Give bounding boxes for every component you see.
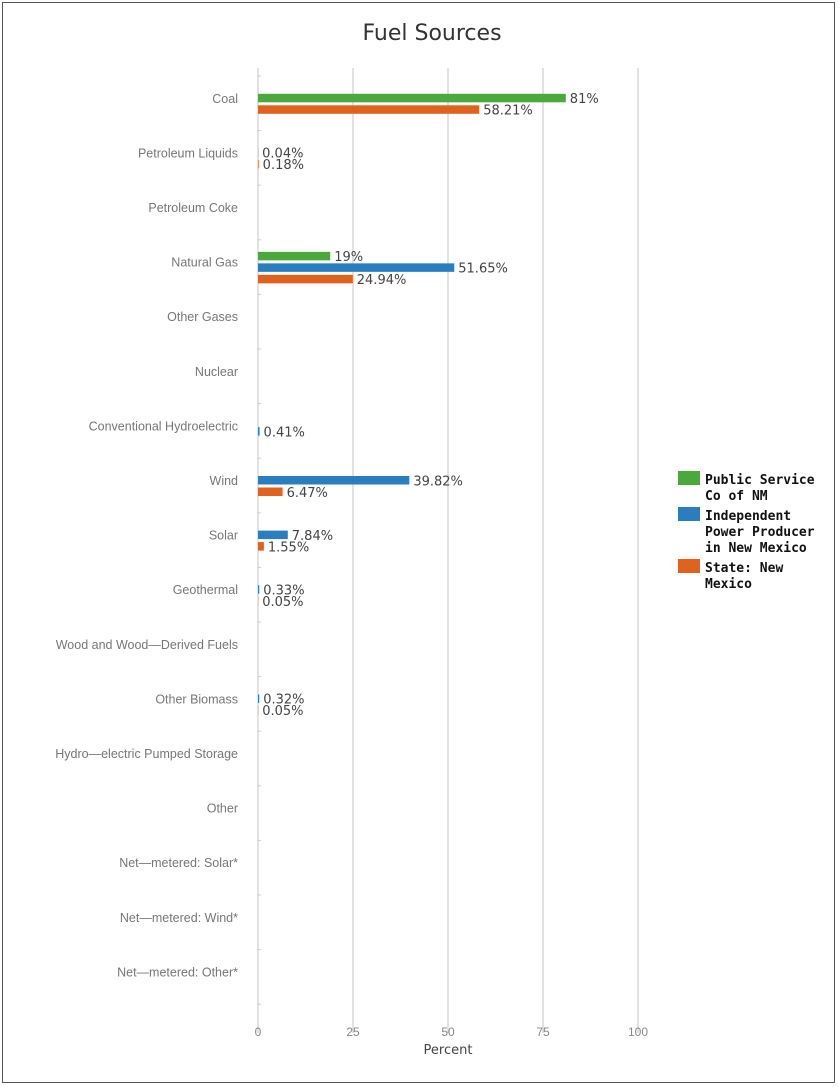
x-axis-title: Percent — [424, 1043, 473, 1058]
x-tick-0: 0 — [255, 1025, 262, 1039]
category-label-other: Other — [207, 802, 238, 816]
bar-geothermal-independent-power-producer-in-new-mexico — [258, 585, 260, 594]
data-label-solar-independent-power-producer-in-new-mexico: 7.84% — [292, 529, 333, 544]
category-label-conventional-hydroelectric: Conventional Hydroelectric — [89, 419, 238, 433]
category-label-geothermal: Geothermal — [173, 583, 238, 597]
category-label-net-metered-solar: Net—metered: Solar* — [119, 856, 238, 870]
category-label-petroleum-liquids: Petroleum Liquids — [138, 146, 238, 160]
chart-title: Fuel Sources — [362, 21, 501, 46]
legend-label-independent-power-producer-in-new-mexico: in New Mexico — [705, 541, 807, 556]
data-label-wind-independent-power-producer-in-new-mexico: 39.82% — [413, 474, 463, 489]
bar-coal-state-new-mexico — [258, 105, 480, 114]
data-label-natural-gas-state-new-mexico: 24.94% — [357, 273, 407, 288]
category-label-petroleum-coke: Petroleum Coke — [148, 201, 238, 215]
bars — [258, 93, 566, 715]
bar-coal-public-service-co-of-nm — [258, 93, 566, 103]
bar-natural-gas-independent-power-producer-in-new-mexico — [258, 263, 455, 272]
category-label-other-biomass: Other Biomass — [155, 692, 238, 706]
bar-solar-independent-power-producer-in-new-mexico — [258, 530, 288, 540]
category-label-nuclear: Nuclear — [195, 365, 238, 379]
category-label-wind: Wind — [210, 474, 239, 488]
legend-label-public-service-co-of-nm: Public Service — [705, 473, 815, 488]
legend-label-public-service-co-of-nm: Co of NM — [705, 489, 768, 504]
bar-solar-state-new-mexico — [258, 542, 264, 551]
data-labels: 81% 58.21% 0.04%0.18% 19% 51.65% 24.94% 0.41% 3… — [262, 92, 599, 719]
bar-conventional-hydroelectric-independent-power-producer-in-new-mexico — [258, 427, 260, 436]
legend-swatch-public-service-co-of-nm — [678, 471, 700, 485]
legend-label-independent-power-producer-in-new-mexico: Power Producer — [705, 525, 815, 540]
x-tick-labels: 0 25 50 75 100 — [255, 1025, 649, 1039]
bar-other-biomass-independent-power-producer-in-new-mexico — [258, 694, 260, 703]
data-label-geothermal-independent-power-producer-in-new-mexico: 0.33% — [263, 583, 304, 598]
data-label-coal-state-new-mexico: 58.21% — [483, 104, 533, 119]
category-label-wood-and-wood-derived-fuels: Wood and Wood—Derived Fuels — [56, 638, 238, 652]
category-label-solar: Solar — [209, 529, 238, 543]
data-label-natural-gas-independent-power-producer-in-new-mexico: 51.65% — [458, 262, 508, 277]
category-label-coal: Coal — [212, 92, 238, 106]
bar-natural-gas-state-new-mexico — [258, 274, 353, 284]
category-label-net-metered-wind: Net—metered: Wind* — [120, 911, 238, 925]
data-label-petroleum-liquids-independent-power-producer-in-new-mexico: 0.04% — [262, 147, 303, 162]
data-label-coal-public-service-co-of-nm: 81% — [570, 92, 599, 107]
data-label-geothermal-state-new-mexico: 0.05% — [262, 595, 303, 610]
legend-swatch-state-new-mexico — [678, 559, 700, 573]
category-label-other-gases: Other Gases — [167, 310, 238, 324]
category-labels: Coal Petroleum Liquids Petroleum Coke Natur… — [55, 92, 238, 980]
bar-petroleum-liquids-state-new-mexico — [258, 159, 259, 169]
legend-label-state-new-mexico: Mexico — [705, 577, 752, 592]
grid-layer — [257, 68, 639, 1033]
data-label-other-biomass-state-new-mexico: 0.05% — [262, 704, 303, 719]
x-tick-25: 25 — [346, 1025, 360, 1039]
legend-label-independent-power-producer-in-new-mexico: Independent — [705, 509, 791, 524]
x-tick-50: 50 — [441, 1025, 455, 1039]
category-label-net-metered-other: Net—metered: Other* — [117, 965, 238, 979]
legend-swatch-independent-power-producer-in-new-mexico — [678, 507, 700, 521]
data-label-petroleum-liquids-state-new-mexico: 0.18% — [263, 158, 304, 173]
bar-wind-independent-power-producer-in-new-mexico — [258, 476, 410, 485]
data-label-solar-state-new-mexico: 1.55% — [268, 540, 309, 555]
x-tick-100: 100 — [628, 1025, 648, 1039]
category-label-hydro-electric-pumped-storage: Hydro—electric Pumped Storage — [55, 747, 238, 761]
data-label-conventional-hydroelectric-independent-power-producer-in-new-mexico: 0.41% — [264, 425, 305, 440]
bar-natural-gas-public-service-co-of-nm — [258, 251, 331, 261]
category-label-natural-gas: Natural Gas — [171, 256, 238, 270]
legend-label-state-new-mexico: State: New — [705, 561, 783, 576]
bar-wind-state-new-mexico — [258, 487, 283, 496]
x-tick-75: 75 — [536, 1025, 550, 1039]
data-label-natural-gas-public-service-co-of-nm: 19% — [334, 250, 363, 265]
data-label-wind-state-new-mexico: 6.47% — [287, 486, 328, 501]
data-label-other-biomass-independent-power-producer-in-new-mexico: 0.32% — [263, 693, 304, 708]
